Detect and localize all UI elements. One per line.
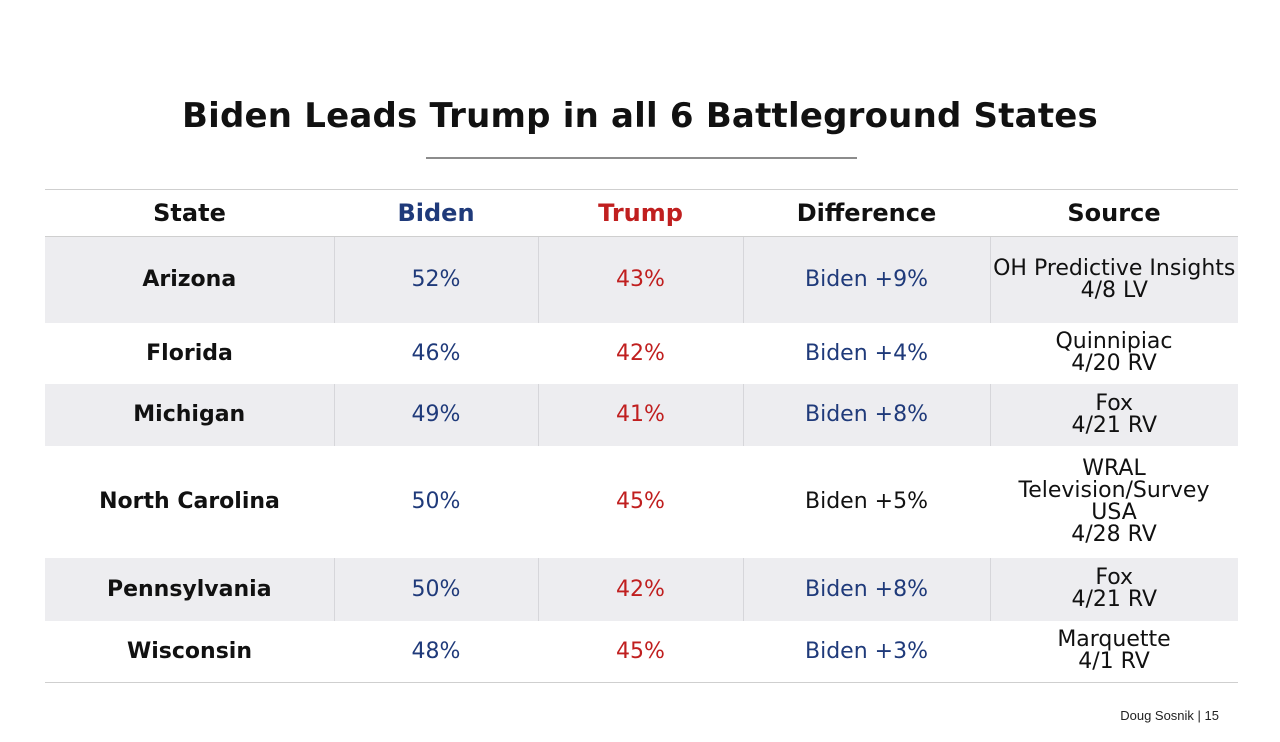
source-cell: Fox 4/21 RV	[989, 557, 1238, 621]
difference-cell: Biden +9%	[742, 236, 990, 323]
source-line: OH Predictive Insights	[993, 255, 1236, 281]
difference-cell: Biden +4%	[805, 340, 928, 366]
state-cell: Florida	[146, 340, 233, 366]
trump-percent-cell: 43%	[537, 236, 743, 323]
table-row: Michigan 49% 41% Biden +8% Fox 4/21 RV	[45, 383, 1238, 446]
source-cell: WRAL Television/Survey USA 4/28 RV	[990, 446, 1238, 558]
header-difference: Difference	[743, 189, 990, 237]
source-cell: OH Predictive Insights 4/8 LV	[989, 236, 1238, 323]
source-line: 4/21 RV	[1071, 412, 1158, 438]
source-line: 4/1 RV	[1078, 649, 1150, 675]
difference-cell: Biden +3%	[743, 620, 990, 683]
source-line: Fox	[1095, 390, 1134, 416]
footer-credit: Doug Sosnik | 15	[1120, 708, 1219, 723]
source-line: Quinnipiac	[1055, 329, 1173, 354]
header-trump: Trump	[538, 189, 743, 237]
table-row: Florida 46% 42% Biden +4% Quinnipiac 4/2…	[45, 323, 1238, 384]
source-line: 4/28 RV	[1071, 521, 1157, 547]
slide-title: Biden Leads Trump in all 6 Battleground …	[182, 96, 1098, 136]
trump-percent-cell: 45%	[538, 620, 743, 683]
header-biden: Biden	[334, 189, 538, 237]
state-cell: Michigan	[45, 383, 334, 446]
header-state: State	[45, 189, 334, 237]
state-cell: Pennsylvania	[45, 557, 334, 621]
source-cell: Quinnipiac 4/20 RV	[990, 323, 1238, 384]
difference-cell: Biden +5%	[805, 489, 928, 514]
biden-percent-cell: 50%	[411, 489, 461, 514]
state-cell: Wisconsin	[45, 620, 334, 683]
source-line: WRAL Television/Survey	[1018, 455, 1210, 503]
source-line: USA	[1091, 499, 1137, 525]
biden-percent-cell: 50%	[333, 557, 538, 621]
table-row: North Carolina 50% 45% Biden +5% WRAL Te…	[45, 446, 1238, 558]
biden-percent-cell: 49%	[333, 383, 538, 446]
biden-percent-cell: 46%	[411, 340, 461, 366]
table-row: Wisconsin 48% 45% Biden +3% Marquette 4/…	[45, 620, 1238, 683]
biden-percent-cell: 48%	[334, 620, 538, 683]
table-row: Arizona 52% 43% Biden +9% OH Predictive …	[45, 236, 1238, 323]
trump-percent-cell: 42%	[616, 340, 665, 366]
source-cell: Fox 4/21 RV	[989, 383, 1238, 446]
difference-cell: Biden +8%	[742, 557, 990, 621]
state-cell: North Carolina	[99, 489, 280, 514]
trump-percent-cell: 45%	[616, 489, 665, 514]
table-header-row: State Biden Trump Difference Source	[45, 189, 1238, 237]
header-source: Source	[990, 189, 1238, 237]
source-cell: Marquette 4/1 RV	[990, 620, 1238, 683]
biden-percent-cell: 52%	[333, 236, 538, 323]
difference-cell: Biden +8%	[742, 383, 990, 446]
source-line: 4/20 RV	[1071, 351, 1157, 376]
trump-percent-cell: 41%	[537, 383, 743, 446]
title-divider	[426, 157, 857, 159]
trump-percent-cell: 42%	[537, 557, 743, 621]
source-line: 4/8 LV	[1080, 277, 1148, 303]
table-row: Pennsylvania 50% 42% Biden +8% Fox 4/21 …	[45, 557, 1238, 621]
source-line: Marquette	[1057, 627, 1171, 653]
battleground-poll-table: State Biden Trump Difference Source Ariz…	[45, 189, 1238, 683]
state-cell: Arizona	[45, 236, 334, 323]
source-line: Fox	[1095, 565, 1134, 590]
source-line: 4/21 RV	[1071, 587, 1158, 612]
